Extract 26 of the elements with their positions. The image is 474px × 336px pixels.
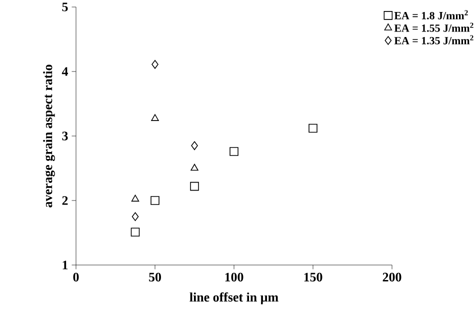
point: [308, 124, 318, 133]
legend-label: EA = 1.35 J/mm$^{2}$: [394, 35, 474, 44]
legend-label: EA = 1.8 J/mm$^{2}$: [394, 10, 468, 20]
x-tick-label: 150: [304, 272, 322, 282]
x-axis-title: line offset in µm: [190, 292, 278, 304]
point: [151, 114, 159, 121]
y-tick-label: 1: [62, 260, 68, 270]
point: [130, 228, 140, 237]
point: [152, 60, 158, 69]
y-tick-label: 4: [62, 67, 68, 76]
y-tick-label: 3: [62, 132, 68, 140]
legend-label: EA = 1.55 J/mm$^{2}$: [394, 22, 474, 32]
y-axis-title: average grain aspect ratio: [43, 64, 55, 208]
y-tick-label: 5: [62, 2, 68, 12]
point: [150, 196, 160, 205]
point: [131, 194, 140, 202]
x-tick-label: 200: [382, 272, 402, 282]
point: [190, 182, 199, 191]
point: [230, 147, 238, 156]
point: [190, 164, 198, 171]
x-tick-label: 50: [149, 272, 161, 282]
y-tick-label: 2: [62, 196, 68, 205]
point: [191, 141, 198, 150]
x-tick-label: 100: [225, 272, 244, 282]
x-tick-label: 0: [73, 272, 79, 282]
point: [132, 212, 139, 222]
